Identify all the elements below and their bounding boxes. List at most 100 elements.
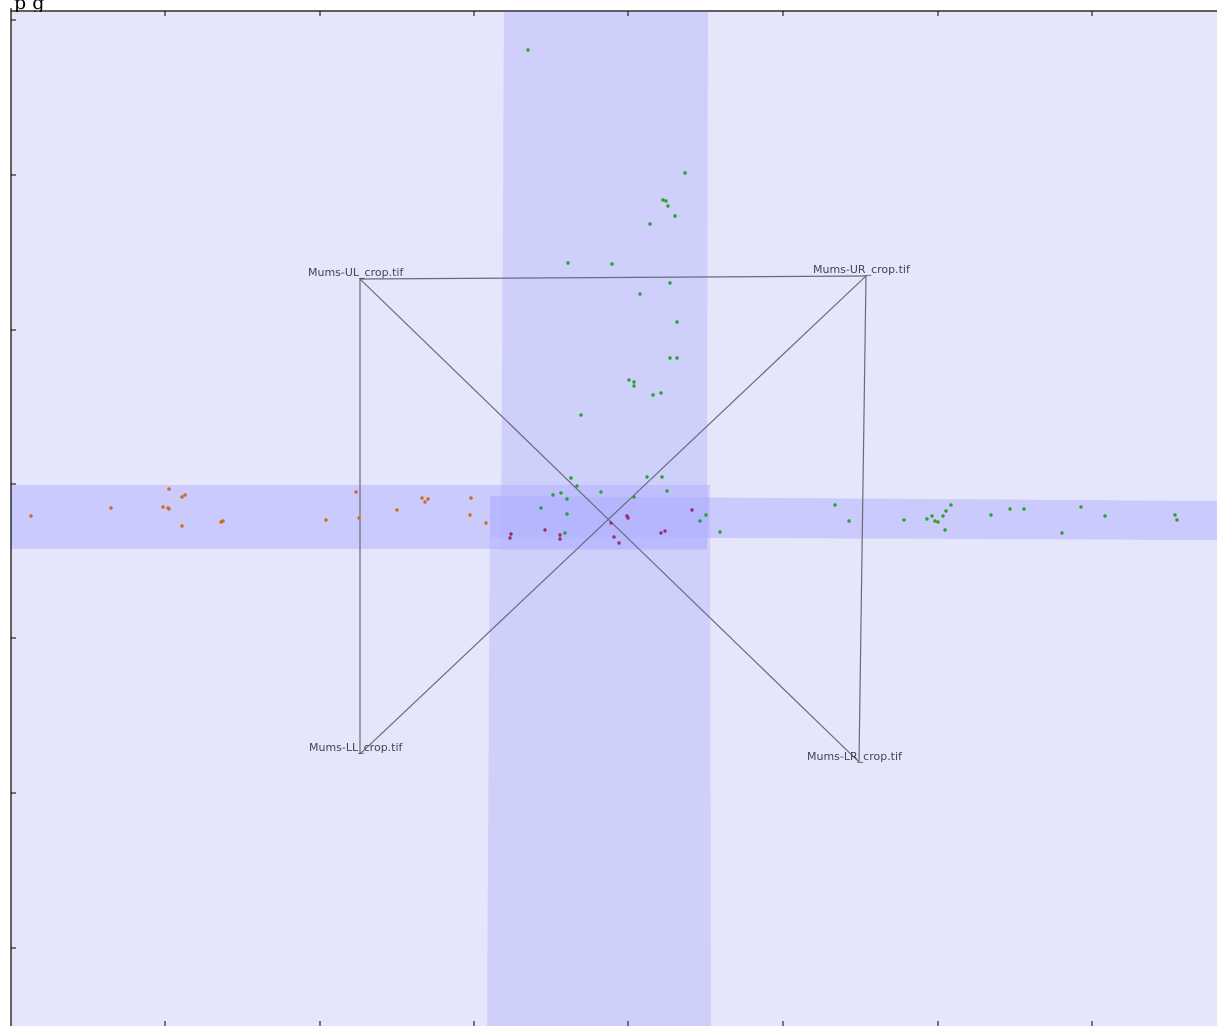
match-point	[617, 541, 621, 545]
match-point	[395, 508, 399, 512]
match-point	[651, 393, 655, 397]
match-point	[559, 491, 563, 495]
match-point	[665, 489, 669, 493]
match-point	[1103, 514, 1107, 518]
match-point	[423, 500, 427, 504]
match-point	[579, 413, 583, 417]
image-label-ur: Mums-UR_crop.tif	[813, 263, 911, 276]
match-point	[29, 514, 33, 518]
match-point	[930, 514, 934, 518]
match-point	[109, 506, 113, 510]
match-point	[660, 475, 664, 479]
image-label-lr: Mums-LR_crop.tif	[807, 750, 903, 763]
match-point	[943, 528, 947, 532]
match-point	[426, 497, 430, 501]
edge-ur-lr	[858, 275, 867, 763]
match-point	[569, 476, 573, 480]
match-point	[704, 513, 708, 517]
match-point	[508, 536, 512, 540]
match-point	[1079, 505, 1083, 509]
edge-ul-lr	[359, 278, 860, 763]
image-connections	[359, 275, 867, 763]
match-point	[551, 493, 555, 497]
edge-ur-ll	[359, 275, 867, 755]
image-label-ul: Mums-UL_crop.tif	[308, 266, 404, 279]
match-point	[1175, 518, 1179, 522]
match-point	[944, 509, 948, 513]
match-point	[526, 48, 530, 52]
match-point	[609, 521, 613, 525]
match-point	[509, 532, 513, 536]
match-point	[1173, 513, 1177, 517]
match-point	[626, 516, 630, 520]
match-point	[664, 199, 668, 203]
axis-ticks	[11, 11, 1093, 1026]
match-point	[936, 520, 940, 524]
match-point	[989, 513, 993, 517]
match-point	[221, 519, 225, 523]
match-point	[543, 528, 547, 532]
match-point	[627, 378, 631, 382]
match-point	[638, 292, 642, 296]
horizontal-band-right	[490, 496, 1217, 540]
match-point	[180, 495, 184, 499]
match-point	[1008, 507, 1012, 511]
vertical-band-upper	[501, 12, 708, 550]
match-point	[420, 496, 424, 500]
match-point	[902, 518, 906, 522]
match-point	[941, 514, 945, 518]
match-point	[663, 529, 667, 533]
match-point	[659, 531, 663, 535]
vertical-band-lower	[487, 497, 711, 1026]
match-point	[612, 535, 616, 539]
match-point	[183, 493, 187, 497]
match-point	[925, 517, 929, 521]
match-point	[167, 507, 171, 511]
match-point	[167, 487, 171, 491]
match-point	[565, 512, 569, 516]
match-point	[565, 497, 569, 501]
match-point	[668, 356, 672, 360]
match-point	[673, 214, 677, 218]
match-point	[558, 533, 562, 537]
match-point	[847, 519, 851, 523]
match-point	[563, 531, 567, 535]
match-points	[29, 48, 1179, 545]
match-point	[632, 380, 636, 384]
match-point	[690, 508, 694, 512]
edge-ul-ur	[359, 275, 867, 280]
match-point	[632, 384, 636, 388]
match-point	[683, 171, 687, 175]
match-point	[698, 519, 702, 523]
match-point	[833, 503, 837, 507]
match-point	[648, 222, 652, 226]
match-point	[718, 530, 722, 534]
match-point	[468, 513, 472, 517]
match-point	[539, 506, 543, 510]
match-point	[675, 320, 679, 324]
match-point	[558, 537, 562, 541]
match-point	[1060, 531, 1064, 535]
match-point	[668, 281, 672, 285]
match-point	[933, 519, 937, 523]
match-point	[357, 516, 361, 520]
match-point	[324, 518, 328, 522]
match-point	[610, 262, 614, 266]
match-point	[661, 198, 665, 202]
match-point	[666, 204, 670, 208]
image-label-ll: Mums-LL_crop.tif	[309, 741, 404, 754]
plot-title: p g	[14, 0, 45, 14]
match-point	[949, 503, 953, 507]
match-point	[659, 391, 663, 395]
match-point	[599, 490, 603, 494]
match-point	[484, 521, 488, 525]
match-point	[161, 505, 165, 509]
match-point	[354, 490, 358, 494]
match-point	[566, 261, 570, 265]
match-point	[180, 524, 184, 528]
match-point	[469, 496, 473, 500]
match-point	[575, 484, 579, 488]
match-point	[632, 495, 636, 499]
match-point	[1022, 507, 1026, 511]
